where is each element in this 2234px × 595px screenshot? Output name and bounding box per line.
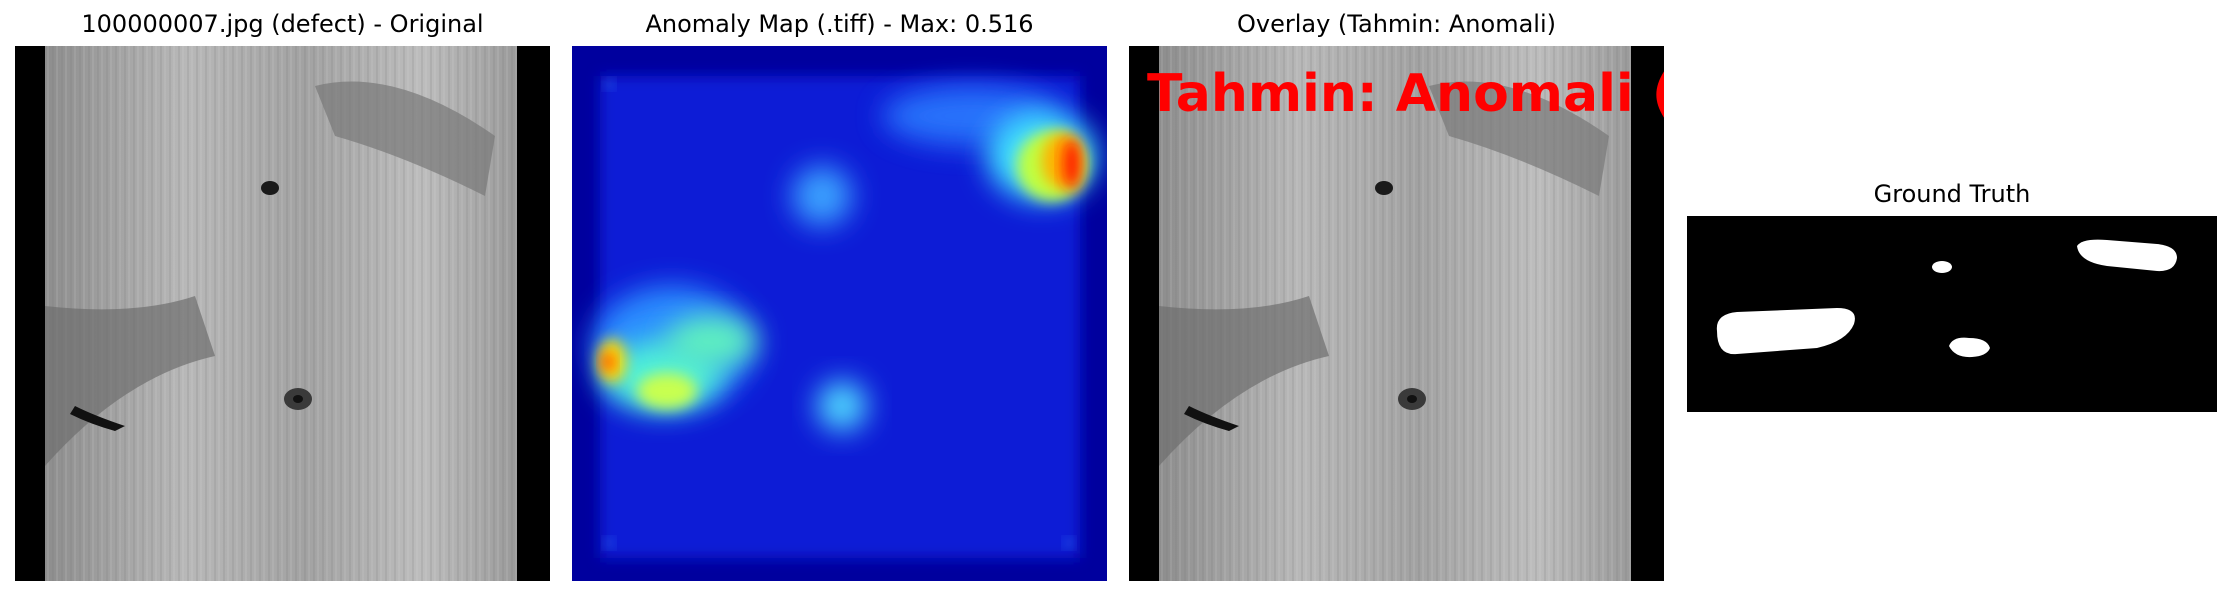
overlay-prediction-text: Tahmin: Anomali (0 [1147,64,1664,124]
original-image [15,46,550,581]
original-title: 100000007.jpg (defect) - Original [81,10,484,38]
overlay-title: Overlay (Tahmin: Anomali) [1237,10,1556,38]
ground-truth-title: Ground Truth [1873,180,2031,208]
ground-truth-mask [1687,216,2217,412]
anomaly-map-image [572,46,1107,581]
overlay-image: Tahmin: Anomali (0 [1129,46,1664,581]
anomaly-map-title: Anomaly Map (.tiff) - Max: 0.516 [645,10,1034,38]
